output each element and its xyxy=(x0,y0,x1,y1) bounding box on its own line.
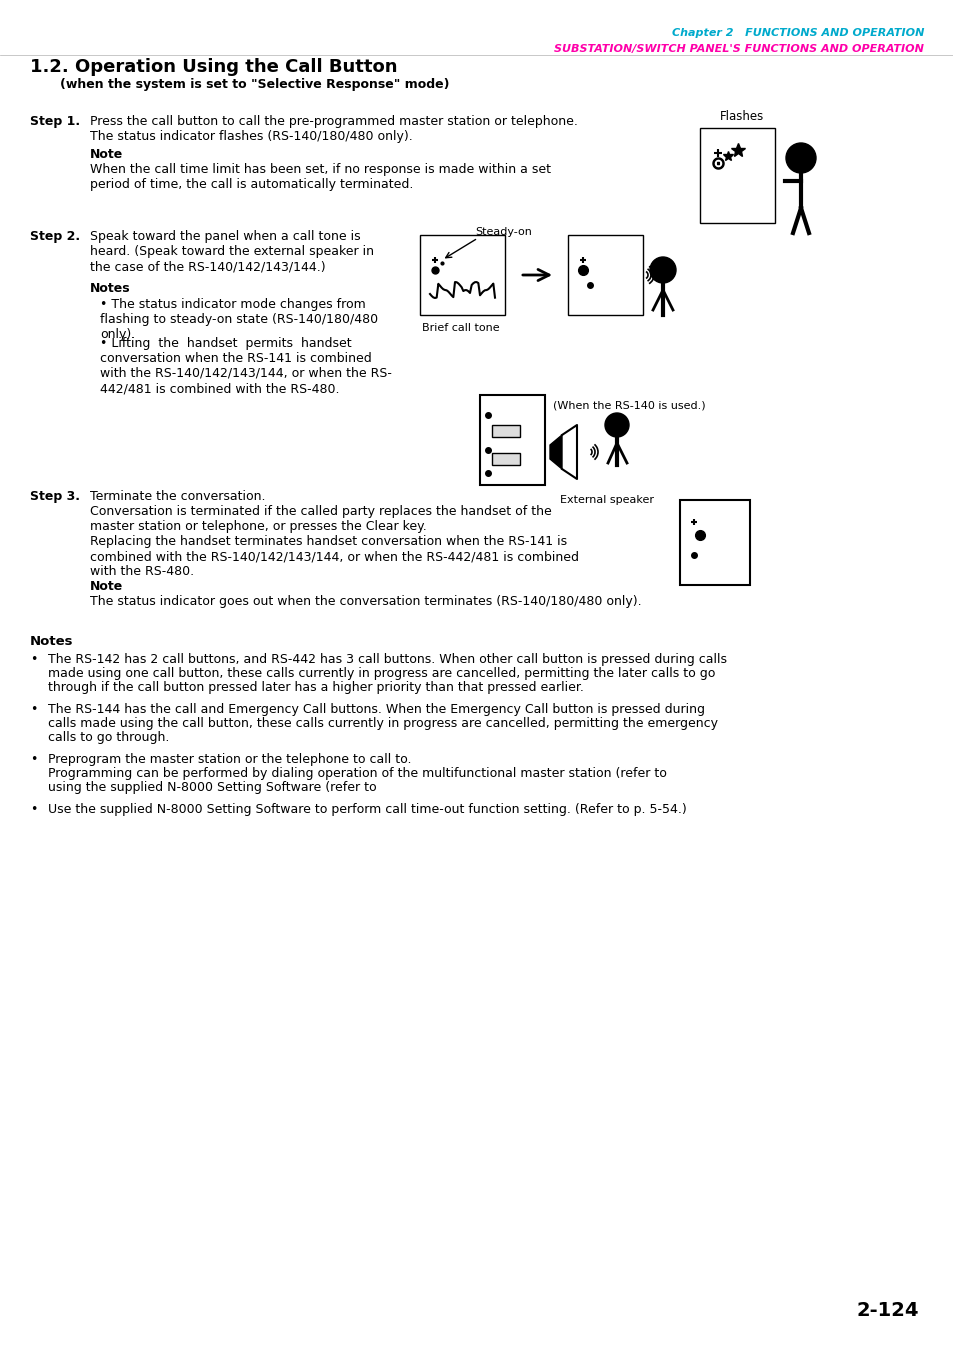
Text: Press the call button to call the pre-programmed master station or telephone.: Press the call button to call the pre-pr… xyxy=(90,115,578,128)
Text: When the call time limit has been set, if no response is made within a set
perio: When the call time limit has been set, i… xyxy=(90,163,551,190)
Text: (when the system is set to "Selective Response" mode): (when the system is set to "Selective Re… xyxy=(60,78,449,90)
Text: Note: Note xyxy=(90,580,123,593)
Text: Replacing the handset terminates handset conversation when the RS-141 is
combine: Replacing the handset terminates handset… xyxy=(90,535,578,578)
Text: Conversation is terminated if the called party replaces the handset of the
maste: Conversation is terminated if the called… xyxy=(90,505,551,533)
Bar xyxy=(479,396,544,485)
Text: Brief call tone: Brief call tone xyxy=(421,323,499,333)
Text: • Lifting  the  handset  permits  handset
conversation when the RS-141 is combin: • Lifting the handset permits handset co… xyxy=(100,338,392,396)
Text: • The status indicator mode changes from
flashing to steady-on state (RS-140/180: • The status indicator mode changes from… xyxy=(100,298,377,342)
Text: The status indicator flashes (RS-140/180/480 only).: The status indicator flashes (RS-140/180… xyxy=(90,130,413,143)
Text: The RS-142 has 2 call buttons, and RS-442 has 3 call buttons. When other call bu: The RS-142 has 2 call buttons, and RS-44… xyxy=(48,653,726,666)
Text: Speak toward the panel when a call tone is
heard. (Speak toward the external spe: Speak toward the panel when a call tone … xyxy=(90,230,374,273)
Text: •: • xyxy=(30,653,37,666)
Circle shape xyxy=(785,143,815,173)
Circle shape xyxy=(649,256,676,284)
Bar xyxy=(492,425,519,437)
Text: through if the call button pressed later has a higher priority than that pressed: through if the call button pressed later… xyxy=(48,680,583,694)
Text: Step 3.: Step 3. xyxy=(30,490,80,504)
Text: Flashes: Flashes xyxy=(720,109,763,123)
Text: Notes: Notes xyxy=(30,634,73,648)
Text: Steady-on: Steady-on xyxy=(475,227,532,238)
Text: calls to go through.: calls to go through. xyxy=(48,730,170,744)
Circle shape xyxy=(604,413,628,437)
Text: Preprogram the master station or the telephone to call to.: Preprogram the master station or the tel… xyxy=(48,753,411,765)
Polygon shape xyxy=(550,435,561,468)
Text: 2-124: 2-124 xyxy=(856,1301,918,1320)
Text: •: • xyxy=(30,703,37,716)
Bar xyxy=(567,235,642,315)
Bar xyxy=(419,235,504,315)
Bar xyxy=(679,500,749,585)
Text: made using one call button, these calls currently in progress are cancelled, per: made using one call button, these calls … xyxy=(48,667,715,680)
Text: The status indicator goes out when the conversation terminates (RS-140/180/480 o: The status indicator goes out when the c… xyxy=(90,595,641,608)
Text: Chapter 2   FUNCTIONS AND OPERATION: Chapter 2 FUNCTIONS AND OPERATION xyxy=(671,28,923,38)
Text: using the supplied N-8000 Setting Software (refer to: using the supplied N-8000 Setting Softwa… xyxy=(48,782,380,794)
Text: •: • xyxy=(30,803,37,815)
Text: Programming can be performed by dialing operation of the multifunctional master : Programming can be performed by dialing … xyxy=(48,767,670,780)
Text: Use the supplied N-8000 Setting Software to perform call time-out function setti: Use the supplied N-8000 Setting Software… xyxy=(48,803,686,815)
Text: Step 1.: Step 1. xyxy=(30,115,80,128)
Text: Notes: Notes xyxy=(90,282,131,296)
Text: calls made using the call button, these calls currently in progress are cancelle: calls made using the call button, these … xyxy=(48,717,718,730)
Text: Note: Note xyxy=(90,148,123,161)
Bar xyxy=(492,454,519,464)
Bar xyxy=(700,128,774,223)
Text: (When the RS-140 is used.): (When the RS-140 is used.) xyxy=(553,400,705,410)
Text: •: • xyxy=(30,753,37,765)
Text: The RS-144 has the call and Emergency Call buttons. When the Emergency Call butt: The RS-144 has the call and Emergency Ca… xyxy=(48,703,704,716)
Text: Terminate the conversation.: Terminate the conversation. xyxy=(90,490,265,504)
Text: 1.2. Operation Using the Call Button: 1.2. Operation Using the Call Button xyxy=(30,58,397,76)
Text: External speaker: External speaker xyxy=(559,495,654,505)
Text: SUBSTATION/SWITCH PANEL'S FUNCTIONS AND OPERATION: SUBSTATION/SWITCH PANEL'S FUNCTIONS AND … xyxy=(554,45,923,54)
Text: Step 2.: Step 2. xyxy=(30,230,80,243)
